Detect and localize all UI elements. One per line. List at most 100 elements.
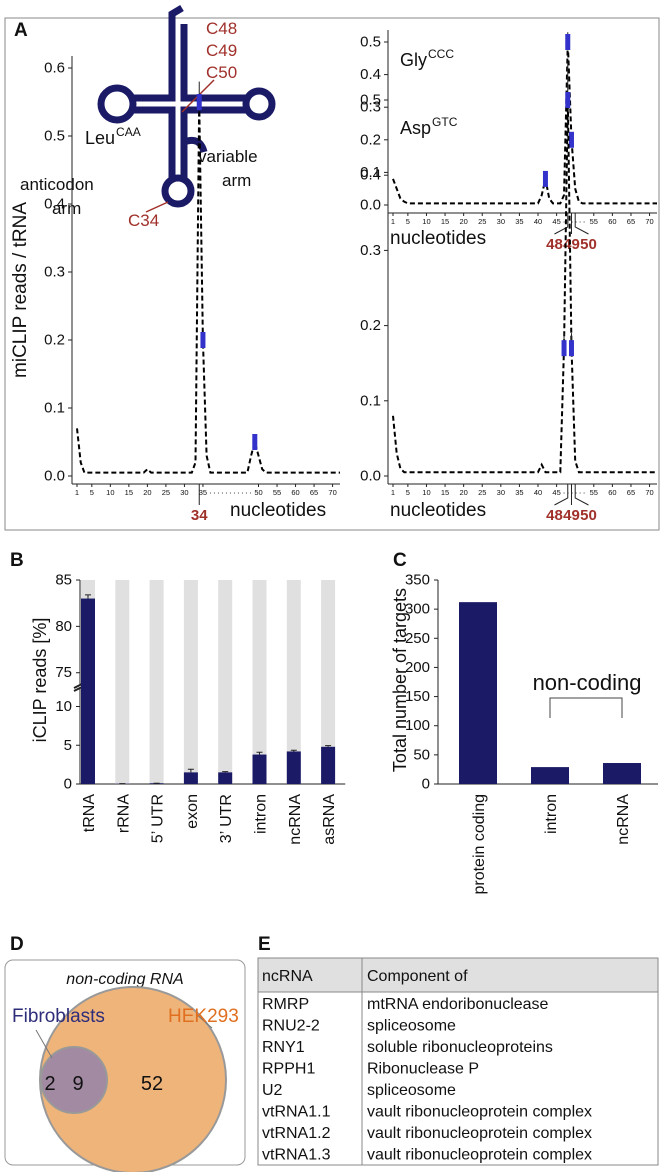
x-tick-label: ncRNA — [615, 794, 632, 845]
x-tick-label: 3’ UTR — [218, 794, 235, 843]
bar-background — [115, 580, 130, 784]
y-tick-label: 80 — [55, 618, 72, 635]
error-bar — [85, 594, 91, 599]
x-tick-label: 55 — [590, 217, 598, 226]
chart-title: Leu — [85, 128, 115, 148]
venn-count: 2 — [44, 1073, 55, 1095]
y-tick-label: 0 — [64, 776, 72, 793]
site-label: C34 — [128, 211, 159, 230]
x-axis-label: nucleotides — [390, 500, 486, 521]
trna-stem — [180, 24, 246, 102]
bar-background — [252, 580, 267, 784]
y-tick-label: 0.2 — [44, 332, 65, 349]
venn-count: 52 — [141, 1073, 163, 1095]
table-header: ncRNA — [262, 968, 313, 985]
trna-stem — [180, 106, 246, 178]
y-tick-label: 0.4 — [360, 167, 381, 184]
x-tick-label: 20 — [143, 488, 151, 497]
table-cell: vault ribonucleoprotein complex — [367, 1147, 592, 1164]
venn: non-coding RNA Fibroblasts HEK293 2 9 52 — [4, 959, 246, 1172]
bar — [81, 598, 95, 784]
x-tick-label: 10 — [106, 488, 114, 497]
bar-background — [286, 580, 301, 784]
table-cell: Ribonuclease P — [367, 1061, 479, 1078]
error-bar — [256, 751, 263, 755]
x-tick-label: asRNA — [321, 794, 338, 845]
bar — [286, 751, 301, 784]
error-box — [568, 131, 574, 148]
x-tick-label: rRNA — [115, 794, 132, 833]
chart-title-sup: GTC — [432, 115, 458, 129]
data-line — [392, 41, 657, 205]
error-bar — [290, 749, 297, 752]
trna-stem — [132, 106, 176, 178]
trna-stem — [132, 4, 184, 102]
x-tick-label: 50 — [254, 488, 262, 497]
x-tick-label: intron — [253, 794, 270, 834]
x-tick-label: 25 — [478, 217, 486, 226]
anticodon-loop — [161, 174, 195, 208]
x-axis-label: nucleotides — [230, 500, 326, 521]
venn-count: 9 — [72, 1073, 83, 1095]
y-tick-label: 0.4 — [44, 196, 65, 213]
bar-background — [149, 580, 164, 784]
y-tick-label: 0.1 — [360, 164, 381, 181]
highlight-tick-label: 48 — [546, 236, 563, 253]
y-tick-label: 0.2 — [360, 131, 381, 148]
chart-title-sup: CCC — [428, 47, 454, 61]
x-tick-label: 5 — [406, 217, 410, 226]
d-loop — [97, 84, 137, 124]
x-tick-label: 60 — [608, 217, 616, 226]
table-cell: soluble ribonucleoproteins — [367, 1039, 553, 1056]
error-bar — [222, 771, 229, 773]
table-cell: spliceosome — [367, 1082, 456, 1099]
x-tick-label: 35 — [199, 488, 207, 497]
x-tick-label: 1 — [75, 488, 79, 497]
error-box — [568, 340, 574, 357]
table-header: Component of — [367, 968, 468, 985]
y-tick-label: 0.5 — [360, 34, 381, 51]
error-box — [196, 94, 202, 110]
y-tick-label: 0.3 — [44, 264, 65, 281]
y-tick-label: 350 — [405, 572, 430, 589]
table-cell: U2 — [262, 1082, 283, 1099]
error-bar — [325, 745, 332, 747]
table-cell: vault ribonucleoprotein complex — [367, 1125, 592, 1142]
site-label: C48 — [206, 19, 237, 38]
y-tick-label: 100 — [405, 717, 430, 734]
y-tick-label: 0.5 — [44, 128, 65, 145]
pointer — [195, 1013, 213, 1029]
table-cell: spliceosome — [367, 1018, 456, 1035]
y-tick-label: 0 — [422, 776, 430, 793]
error-box — [252, 434, 258, 450]
x-tick-label: 40 — [534, 217, 542, 226]
highlight-tick-label: 48 — [546, 507, 563, 524]
x-axis-label: nucleotides — [390, 228, 486, 249]
x-tick-label: 70 — [328, 488, 336, 497]
x-tick-label: 35 — [515, 488, 523, 497]
chart-title-sup: CAA — [116, 125, 141, 139]
x-tick-label: 55 — [590, 488, 598, 497]
bar — [603, 763, 641, 784]
table-cell: RPPH1 — [262, 1061, 315, 1078]
table-cell: mtRNA endoribonuclease — [367, 996, 549, 1013]
venn-set-label: HEK293 — [168, 1006, 239, 1027]
panel-label: D — [10, 934, 24, 955]
bar — [183, 772, 198, 784]
panel-label: A — [14, 20, 28, 41]
arm-label: arm — [52, 199, 81, 218]
x-tick-label: 30 — [497, 488, 505, 497]
bar — [531, 767, 569, 784]
variable-loop — [182, 136, 208, 154]
table-body-frame — [257, 991, 659, 1166]
y-tick-label: 10 — [55, 698, 72, 715]
annotation: non-coding — [533, 670, 642, 695]
y-tick-label: 75 — [55, 664, 72, 681]
y-axis-label: iCLIP reads [%] — [30, 618, 50, 743]
y-tick-label: 0.3 — [360, 242, 381, 259]
x-tick-label: 5 — [406, 488, 410, 497]
x-tick-label: 65 — [310, 488, 318, 497]
x-tick-label: 45 — [552, 488, 560, 497]
y-tick-label: 300 — [405, 601, 430, 618]
x-tick-label: 60 — [291, 488, 299, 497]
